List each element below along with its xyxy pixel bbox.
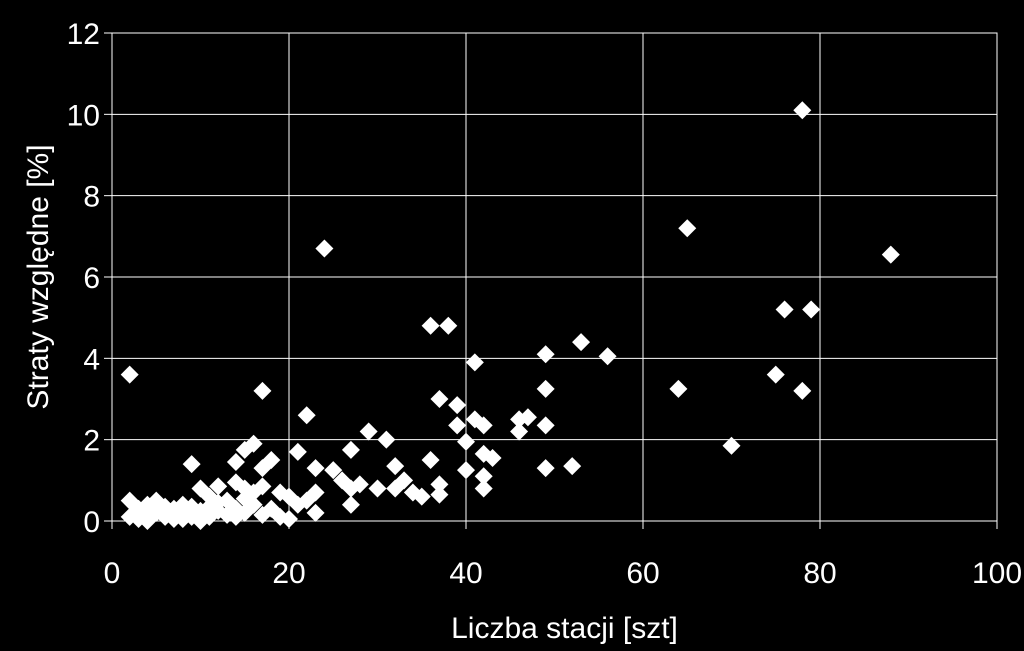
data-point	[430, 475, 449, 494]
y-tick-label: 4	[83, 343, 100, 376]
data-point	[448, 416, 467, 435]
y-tick-label: 0	[83, 506, 100, 539]
y-axis-ticks: 0 2 4 6 8 10 12	[67, 18, 112, 539]
data-point	[235, 440, 254, 459]
data-point	[536, 416, 555, 435]
data-point	[395, 471, 414, 490]
data-points	[120, 101, 900, 530]
x-axis-ticks: 0 20 40 60 80 100	[104, 521, 1022, 590]
data-point	[457, 461, 475, 480]
data-point	[563, 457, 582, 476]
data-point	[669, 379, 688, 398]
x-tick-label: 60	[626, 557, 659, 590]
data-point	[262, 451, 281, 469]
data-point	[518, 408, 537, 427]
data-point	[377, 430, 396, 449]
data-point	[368, 479, 387, 498]
data-point	[536, 459, 555, 478]
data-point	[138, 501, 157, 520]
data-point	[341, 440, 360, 459]
data-point	[120, 365, 139, 384]
data-point	[209, 477, 228, 496]
data-point	[306, 503, 325, 522]
data-point	[510, 422, 529, 441]
data-point	[793, 381, 812, 400]
data-point	[209, 493, 228, 512]
data-point	[766, 365, 785, 384]
data-point	[775, 300, 794, 319]
data-point	[802, 300, 821, 319]
data-point	[306, 459, 325, 478]
y-tick-label: 8	[83, 181, 100, 214]
data-point	[678, 219, 697, 238]
data-point	[341, 495, 360, 514]
data-point	[235, 489, 254, 508]
y-tick-label: 2	[83, 425, 100, 458]
data-point	[430, 390, 449, 408]
data-point	[226, 453, 245, 472]
y-axis-title: Straty względne [%]	[22, 144, 55, 409]
data-point	[288, 442, 307, 461]
data-point	[598, 347, 617, 366]
data-point	[421, 451, 440, 469]
data-point	[421, 316, 440, 335]
x-tick-label: 20	[272, 557, 305, 590]
data-point	[359, 422, 378, 441]
x-tick-label: 80	[803, 557, 836, 590]
data-point	[288, 495, 307, 514]
data-point	[297, 406, 316, 425]
data-point	[536, 379, 555, 398]
data-point	[182, 455, 201, 474]
x-tick-label: 100	[972, 557, 1022, 590]
data-point	[474, 444, 493, 463]
data-point	[226, 507, 245, 526]
data-point	[280, 509, 298, 528]
data-point	[253, 477, 272, 496]
y-tick-label: 10	[67, 99, 100, 132]
data-point	[129, 505, 148, 524]
data-point	[457, 432, 475, 451]
x-tick-label: 0	[104, 557, 121, 590]
data-point	[430, 485, 449, 504]
data-point	[448, 396, 467, 415]
y-tick-label: 6	[83, 262, 100, 295]
data-point	[536, 345, 555, 364]
data-point	[572, 333, 591, 352]
data-point	[881, 245, 900, 264]
data-point	[253, 505, 272, 524]
data-point	[173, 509, 192, 528]
data-point	[315, 239, 334, 258]
data-point	[474, 479, 493, 498]
data-point	[474, 467, 493, 486]
data-point	[465, 353, 484, 372]
data-point	[412, 487, 431, 506]
data-point	[439, 316, 458, 335]
data-point	[253, 381, 272, 400]
x-axis-title: Liczba stacji [szt]	[451, 612, 678, 645]
data-point	[474, 416, 493, 435]
data-point	[350, 475, 369, 494]
x-tick-label: 40	[449, 557, 482, 590]
data-point	[722, 436, 741, 455]
data-point	[793, 101, 812, 120]
y-tick-label: 12	[67, 18, 100, 51]
data-point	[324, 461, 343, 480]
data-point	[156, 503, 175, 522]
data-point	[386, 457, 405, 476]
